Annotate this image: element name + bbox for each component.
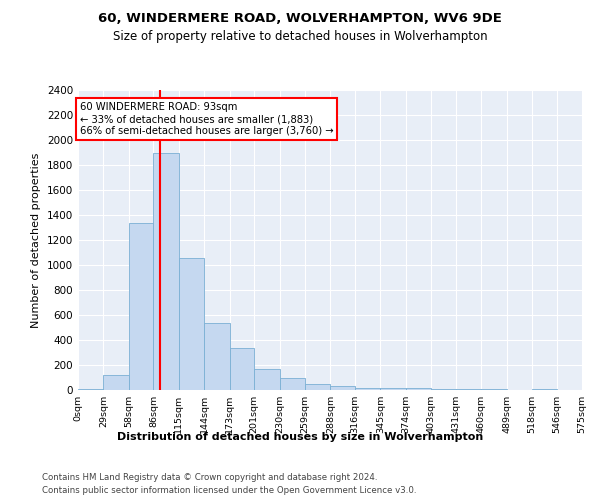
Bar [129,222,154,390]
Y-axis label: Number of detached properties: Number of detached properties [31,152,41,328]
Text: Size of property relative to detached houses in Wolverhampton: Size of property relative to detached ho… [113,30,487,43]
Bar [154,152,179,390]
Bar [355,388,380,390]
Bar [305,384,331,390]
Bar [230,348,254,390]
Bar [204,322,230,390]
Bar [254,370,280,390]
Bar [179,258,204,390]
Text: 60, WINDERMERE ROAD, WOLVERHAMPTON, WV6 9DE: 60, WINDERMERE ROAD, WOLVERHAMPTON, WV6 … [98,12,502,26]
Bar [331,386,355,390]
Bar [406,388,431,390]
Text: Contains HM Land Registry data © Crown copyright and database right 2024.: Contains HM Land Registry data © Crown c… [42,472,377,482]
Bar [280,378,305,390]
Text: Distribution of detached houses by size in Wolverhampton: Distribution of detached houses by size … [117,432,483,442]
Bar [380,388,406,390]
Text: Contains public sector information licensed under the Open Government Licence v3: Contains public sector information licen… [42,486,416,495]
Text: 60 WINDERMERE ROAD: 93sqm
← 33% of detached houses are smaller (1,883)
66% of se: 60 WINDERMERE ROAD: 93sqm ← 33% of detac… [80,102,334,136]
Bar [103,375,129,390]
